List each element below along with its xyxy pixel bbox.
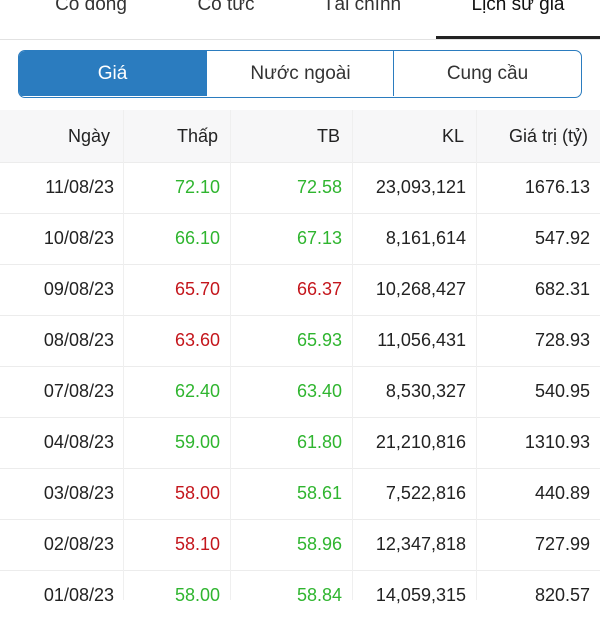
cell: 66.37 — [296, 279, 342, 299]
tab-divider — [0, 39, 600, 40]
tab[interactable]: Lịch sử giá — [471, 0, 565, 15]
cell: 440.89 — [534, 483, 590, 503]
cell: 58.00 — [174, 585, 220, 605]
tab[interactable]: Cổ đông — [55, 0, 127, 15]
cell: 61.80 — [296, 432, 342, 452]
header-cell: KL — [441, 126, 464, 146]
header-cell: Thấp — [176, 126, 218, 146]
cell: 63.40 — [296, 381, 342, 401]
cell: 728.93 — [534, 330, 590, 350]
tab[interactable]: Cổ tức — [197, 0, 255, 15]
column-divider — [476, 110, 477, 600]
segment[interactable]: Nước ngoài — [206, 51, 394, 96]
cell: 01/08/23 — [43, 585, 114, 605]
row-divider — [0, 162, 600, 163]
header-bg — [0, 110, 600, 162]
header-cell: TB — [316, 126, 340, 146]
cell: 10,268,427 — [375, 279, 466, 299]
cell: 58.10 — [174, 534, 220, 554]
header-cell: Giá trị (tỷ) — [509, 126, 588, 146]
row-divider — [0, 519, 600, 520]
row-divider — [0, 417, 600, 418]
cell: 8,530,327 — [385, 381, 466, 401]
cell: 72.58 — [296, 177, 342, 197]
screen: Cổ đông Cổ tức Tài chính Lịch sử giá Giá Nướ… — [0, 0, 600, 605]
column-divider — [230, 110, 231, 600]
cell: 59.00 — [174, 432, 220, 452]
cell: 540.95 — [534, 381, 590, 401]
column-divider — [352, 110, 353, 600]
cell: 23,093,121 — [375, 177, 466, 197]
cell: 727.99 — [534, 534, 590, 554]
cell: 1310.93 — [524, 432, 590, 452]
tab-indicator — [436, 36, 600, 39]
segment[interactable]: Giá — [19, 51, 206, 96]
row-divider — [0, 366, 600, 367]
cell: 58.00 — [174, 483, 220, 503]
cell: 03/08/23 — [43, 483, 114, 503]
cell: 11/08/23 — [45, 177, 114, 197]
cell: 21,210,816 — [375, 432, 466, 452]
cell: 58.61 — [296, 483, 342, 503]
cell: 07/08/23 — [43, 381, 114, 401]
cell: 09/08/23 — [43, 279, 114, 299]
cell: 72.10 — [174, 177, 220, 197]
row-divider — [0, 570, 600, 571]
cell: 66.10 — [174, 228, 220, 248]
row-divider — [0, 468, 600, 469]
row-divider — [0, 315, 600, 316]
cell: 820.57 — [534, 585, 590, 605]
column-divider — [123, 110, 124, 600]
cell: 10/08/23 — [43, 228, 114, 248]
segment[interactable]: Cung cầu — [393, 51, 581, 96]
row-divider — [0, 213, 600, 214]
cell: 65.70 — [174, 279, 220, 299]
cell: 547.92 — [534, 228, 590, 248]
tab[interactable]: Tài chính — [322, 0, 402, 15]
cell: 04/08/23 — [43, 432, 114, 452]
cell: 7,522,816 — [385, 483, 466, 503]
cell: 14,059,315 — [375, 585, 466, 605]
cell: 67.13 — [296, 228, 342, 248]
cell: 12,347,818 — [375, 534, 466, 554]
row-divider — [0, 264, 600, 265]
cell: 65.93 — [296, 330, 342, 350]
cell: 8,161,614 — [385, 228, 466, 248]
cell: 58.84 — [296, 585, 342, 605]
segmented-control: Giá Nước ngoài Cung cầu — [18, 50, 582, 98]
cell: 02/08/23 — [43, 534, 114, 554]
cell: 11,056,431 — [377, 330, 466, 350]
cell: 63.60 — [174, 330, 220, 350]
cell: 08/08/23 — [43, 330, 114, 350]
cell: 682.31 — [534, 279, 590, 299]
cell: 62.40 — [174, 381, 220, 401]
header-cell: Ngày — [67, 126, 110, 146]
cell: 58.96 — [296, 534, 342, 554]
cell: 1676.13 — [524, 177, 590, 197]
